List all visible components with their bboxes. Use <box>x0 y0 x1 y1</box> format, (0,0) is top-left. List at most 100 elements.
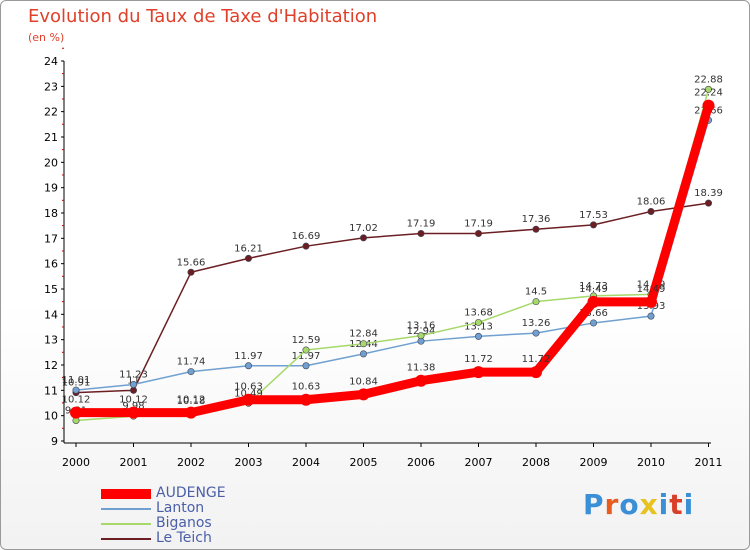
data-point-biganos <box>532 298 540 306</box>
legend-item-le-teich: Le Teich <box>101 530 321 546</box>
data-label-le-teich: 17.53 <box>579 210 608 221</box>
y-tick-label: 15 <box>44 283 58 296</box>
x-tick-label: 2001 <box>120 456 148 469</box>
data-point-audenge <box>357 388 370 401</box>
data-label-le-teich: 10.91 <box>62 378 91 389</box>
legend-label-lanton: Lanton <box>156 500 205 516</box>
logo-letter: x <box>639 488 659 521</box>
data-point-biganos <box>704 85 712 93</box>
data-label-audenge: 11.38 <box>407 363 436 374</box>
x-tick-label: 2005 <box>350 456 378 469</box>
y-tick-label: 17 <box>44 232 58 245</box>
x-tick-label: 2008 <box>522 456 550 469</box>
data-point-le-teich <box>589 221 597 229</box>
data-point-biganos <box>302 346 310 354</box>
data-label-biganos: 10.18 <box>177 396 206 407</box>
data-label-audenge: 11.72 <box>522 354 551 365</box>
data-point-biganos <box>417 332 425 340</box>
legend-swatch-audenge <box>101 488 151 499</box>
data-label-biganos: 12.84 <box>349 329 378 340</box>
chart-subtitle: (en %) <box>28 31 65 44</box>
data-label-le-teich: 16.21 <box>234 243 263 254</box>
data-label-audenge: 10.63 <box>292 382 321 393</box>
y-tick-label: 18 <box>44 207 58 220</box>
data-point-audenge <box>185 406 197 419</box>
data-point-lanton <box>474 332 482 340</box>
data-label-lanton: 11.01 <box>62 375 91 386</box>
data-point-le-teich <box>187 268 195 276</box>
data-label-biganos: 12.59 <box>292 335 321 346</box>
legend-swatch-le-teich <box>101 537 151 540</box>
y-tick-label: 24 <box>44 55 58 68</box>
x-tick-label: 2007 <box>465 456 493 469</box>
data-label-biganos: 13.68 <box>464 307 493 318</box>
y-tick-label: 9 <box>51 435 58 448</box>
data-point-le-teich <box>130 386 138 394</box>
legend: AUDENGE Lanton Biganos Le Teich <box>101 485 321 546</box>
series-line-lanton <box>75 119 710 391</box>
data-point-biganos <box>359 340 367 348</box>
legend-item-lanton: Lanton <box>101 500 321 516</box>
proxiti-logo: Proxiti <box>583 488 694 521</box>
data-point-audenge <box>415 374 427 387</box>
data-label-le-teich: 17.19 <box>407 219 436 230</box>
data-point-le-teich <box>302 242 310 250</box>
data-point-le-teich <box>417 230 425 238</box>
data-label-lanton: 11.97 <box>234 351 263 362</box>
data-point-le-teich <box>532 225 540 233</box>
data-label-audenge: 22.24 <box>694 88 723 99</box>
data-point-audenge <box>472 366 485 379</box>
y-tick-label: 10 <box>44 410 58 423</box>
data-label-le-teich: 18.06 <box>637 196 666 207</box>
data-point-biganos <box>474 318 482 326</box>
legend-item-audenge: AUDENGE <box>101 485 321 501</box>
series-line-audenge <box>71 101 713 418</box>
logo-letter: i <box>658 488 670 521</box>
x-tick-label: 2011 <box>695 456 723 469</box>
data-point-lanton <box>245 362 253 370</box>
data-point-lanton <box>359 350 367 358</box>
data-label-le-teich: 18.39 <box>694 188 723 199</box>
data-label-biganos: 22.88 <box>694 74 723 85</box>
legend-swatch-biganos <box>101 522 151 525</box>
data-point-audenge <box>587 295 600 308</box>
data-label-lanton: 11.74 <box>177 357 206 368</box>
series-line-le-teich <box>75 202 710 394</box>
legend-label-audenge: AUDENGE <box>156 485 226 501</box>
data-point-lanton <box>130 381 138 389</box>
data-label-audenge: 10.12 <box>177 395 206 406</box>
y-tick-label: 12 <box>44 359 58 372</box>
logo-letter: t <box>669 488 684 521</box>
data-point-lanton <box>532 329 540 337</box>
data-label-lanton: 11.23 <box>119 370 148 381</box>
data-point-le-teich <box>474 230 482 238</box>
logo-letter: i <box>683 488 695 521</box>
y-tick-label: 16 <box>44 258 58 271</box>
data-point-audenge <box>70 406 82 419</box>
legend-label-biganos: Biganos <box>156 515 212 531</box>
data-label-audenge: 10.84 <box>349 376 378 387</box>
logo-letter: o <box>619 488 640 521</box>
data-point-lanton <box>302 362 310 370</box>
data-label-biganos: 14.79 <box>637 279 666 290</box>
x-tick-label: 2010 <box>637 456 665 469</box>
legend-label-le-teich: Le Teich <box>156 530 212 546</box>
data-point-audenge <box>242 393 255 406</box>
data-point-lanton <box>72 386 80 394</box>
data-point-le-teich <box>704 199 712 207</box>
data-point-lanton <box>589 319 597 327</box>
logo-letter: r <box>604 488 620 521</box>
x-tick-label: 2000 <box>62 456 90 469</box>
chart-title: Evolution du Taux de Taxe d'Habitation <box>28 6 378 27</box>
logo-letter: P <box>583 488 605 521</box>
data-label-le-teich: 17.02 <box>349 223 378 234</box>
data-point-audenge <box>645 295 657 308</box>
data-label-biganos: 13.16 <box>407 321 436 332</box>
data-label-lanton: 13.26 <box>522 318 551 329</box>
x-tick-label: 2006 <box>407 456 435 469</box>
series-line-biganos <box>75 88 710 422</box>
data-label-le-teich: 15.66 <box>177 257 206 268</box>
data-point-audenge <box>530 366 542 379</box>
